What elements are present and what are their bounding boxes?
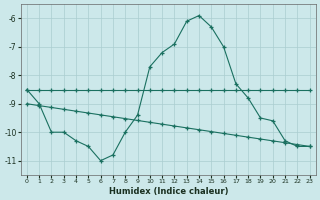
X-axis label: Humidex (Indice chaleur): Humidex (Indice chaleur) <box>108 187 228 196</box>
